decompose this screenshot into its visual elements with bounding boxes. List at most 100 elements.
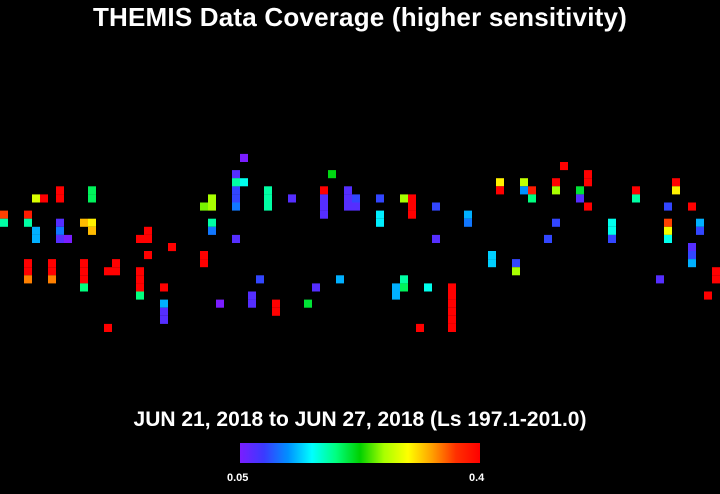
coverage-cell [400,283,408,292]
coverage-cell [664,218,672,227]
coverage-cell [208,226,216,235]
coverage-cell [512,267,520,276]
coverage-cell [240,153,248,162]
coverage-cell [136,234,144,243]
coverage-cell [64,234,72,243]
coverage-cell [240,178,248,187]
coverage-cell [344,186,352,195]
coverage-cell [584,202,592,211]
coverage-cell [40,194,48,203]
coverage-cell [200,259,208,268]
coverage-cell [376,194,384,203]
coverage-cell [232,194,240,203]
coverage-cell [320,194,328,203]
coverage-cell [432,202,440,211]
coverage-cell [104,323,112,332]
coverage-cell [408,194,416,203]
coverage-cell [712,275,720,284]
coverage-cell [448,315,456,324]
coverage-cell [448,283,456,292]
coverage-cell [80,259,88,268]
coverage-cell [584,178,592,187]
coverage-cell [696,218,704,227]
coverage-cell [80,275,88,284]
coverage-cell [344,194,352,203]
coverage-cell [520,178,528,187]
coverage-cell [552,218,560,227]
coverage-cell [392,291,400,300]
coverage-cell [576,186,584,195]
coverage-cell [144,226,152,235]
coverage-cell [672,178,680,187]
coverage-cell [32,234,40,243]
coverage-cells [0,153,720,332]
coverage-cell [208,218,216,227]
coverage-cell [0,210,8,219]
coverage-cell [56,186,64,195]
coverage-cell [88,194,96,203]
coverage-cell [232,234,240,243]
coverage-cell [48,275,56,284]
coverage-cell [136,283,144,292]
coverage-cell [696,226,704,235]
coverage-cell [496,186,504,195]
coverage-cell [248,291,256,300]
coverage-cell [288,194,296,203]
coverage-cell [448,291,456,300]
coverage-cell [712,267,720,276]
coverage-cell [584,170,592,179]
coverage-cell [688,202,696,211]
coverage-cell [328,170,336,179]
coverage-cell [48,259,56,268]
coverage-cell [528,194,536,203]
chart-title: THEMIS Data Coverage (higher sensitivity… [92,2,628,32]
coverage-cell [264,186,272,195]
coverage-cell [376,218,384,227]
coverage-cell [56,226,64,235]
coverage-cell [208,194,216,203]
coverage-cell [80,283,88,292]
coverage-cell [160,283,168,292]
coverage-cell [272,299,280,308]
coverage-cell [464,210,472,219]
coverage-cell [688,259,696,268]
coverage-cell [608,218,616,227]
coverage-cell [88,218,96,227]
coverage-cell [264,202,272,211]
coverage-cell [320,210,328,219]
coverage-cell [32,194,40,203]
coverage-cell [24,267,32,276]
coverage-cell [272,307,280,316]
coverage-cell [376,210,384,219]
coverage-cell [200,202,208,211]
coverage-cell [352,194,360,203]
coverage-cell [320,186,328,195]
coverage-cell [544,234,552,243]
coverage-cell [528,186,536,195]
coverage-cell [312,283,320,292]
coverage-cell [464,218,472,227]
coverage-cell [136,291,144,300]
coverage-cell [488,259,496,268]
coverage-cell [104,267,112,276]
coverage-cell [400,194,408,203]
coverage-cell [344,202,352,211]
coverage-cell [80,267,88,276]
coverage-cell [336,275,344,284]
coverage-cell [24,218,32,227]
coverage-cell [112,259,120,268]
coverage-cell [448,323,456,332]
coverage-cell [232,202,240,211]
coverage-cell [520,186,528,195]
coverage-cell [88,226,96,235]
coverage-cell [632,186,640,195]
coverage-cell [432,234,440,243]
coverage-cell [408,210,416,219]
coverage-cell [400,275,408,284]
colorbar-max-label: 0.4 [469,472,485,484]
coverage-cell [232,170,240,179]
coverage-cell [144,251,152,260]
coverage-cell [160,315,168,324]
coverage-cell [24,259,32,268]
coverage-cell [608,226,616,235]
